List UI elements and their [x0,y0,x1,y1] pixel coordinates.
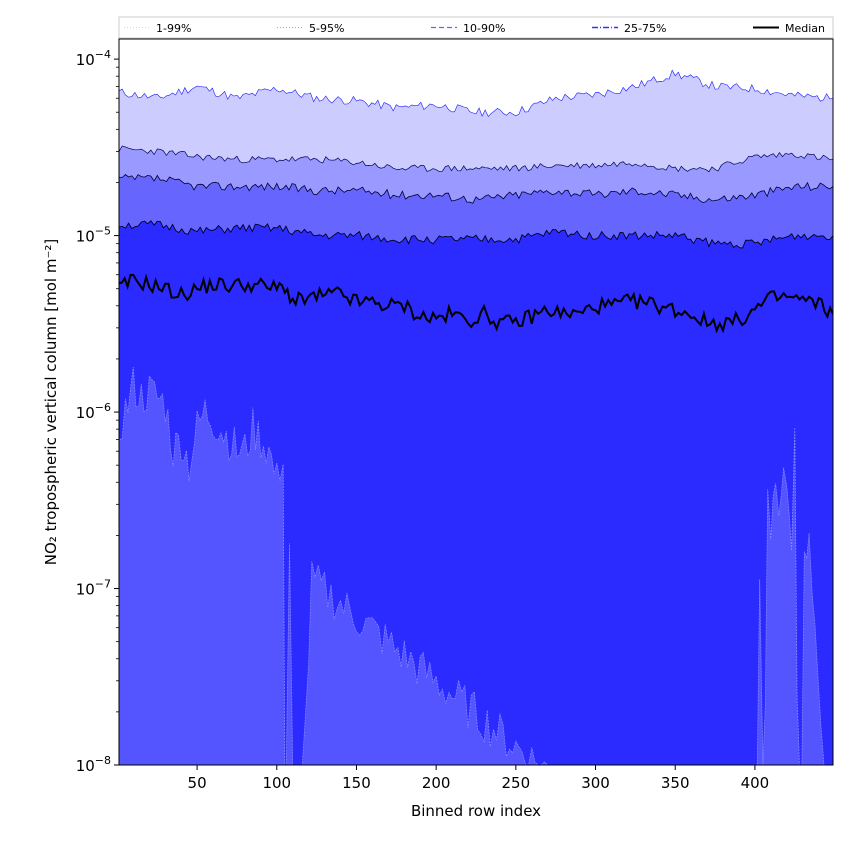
x-tick-label: 100 [262,774,291,792]
legend-label: 25-75% [624,22,666,35]
band-25-75 [119,220,833,765]
legend-label: 1-99% [156,22,191,35]
legend-label: 10-90% [463,22,505,35]
median-line [119,273,833,334]
legend-label: Median [785,22,825,35]
x-tick-label: 200 [422,774,451,792]
legend: 1-99% 5-95% 10-90% 25-75% Median [118,16,834,39]
x-axis-title: Binned row index [411,802,541,820]
y-axis-title: NO₂ tropospheric vertical column [mol m⁻… [42,239,60,565]
legend-box [118,16,834,39]
y-tick-label: 10−4 [76,48,111,69]
y-tick-label: 10−8 [76,754,111,775]
x-tick-label: 150 [342,774,371,792]
x-tick-label: 350 [661,774,690,792]
y-tick-label: 10−5 [76,225,111,246]
band-1-99-lower-tail [119,366,833,765]
plot-frame [118,38,834,766]
plot-area [119,69,833,765]
x-tick-label: 400 [741,774,770,792]
x-tick-label: 250 [502,774,531,792]
legend-label: 5-95% [309,22,344,35]
y-tick-label: 10−7 [76,578,111,599]
x-tick-label: 300 [581,774,610,792]
y-tick-label: 10−6 [76,401,111,422]
x-tick-label: 50 [188,774,207,792]
y-axis: 10−8 10−7 10−6 10−5 10−4 [76,48,119,775]
x-axis: 50 100 150 200 250 300 350 400 [188,765,770,792]
